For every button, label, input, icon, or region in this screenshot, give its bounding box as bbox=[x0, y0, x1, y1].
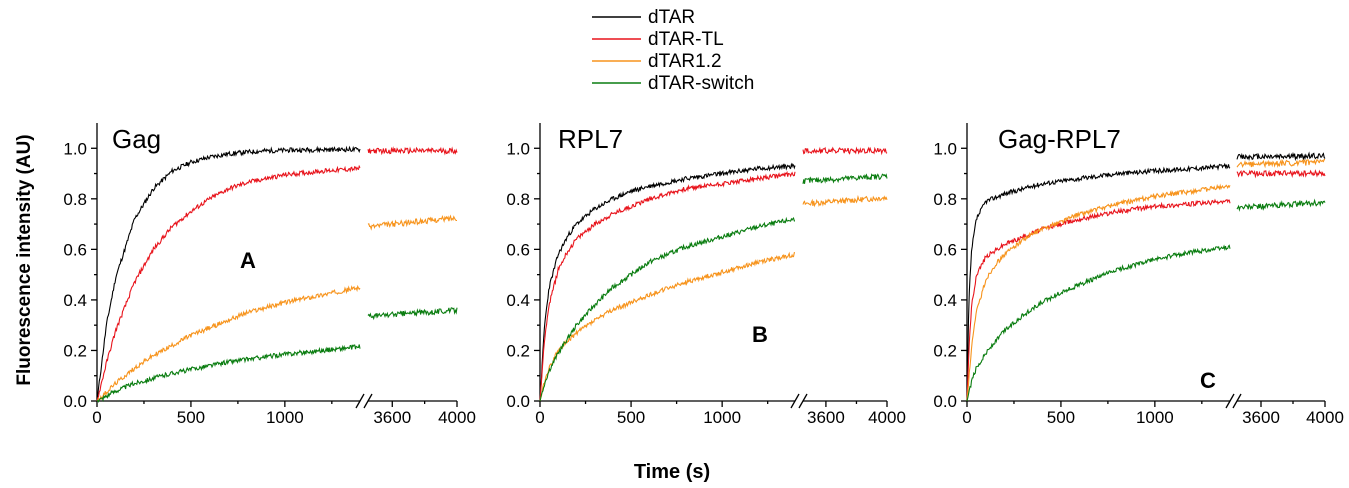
x-tick-label: 500 bbox=[1047, 408, 1075, 427]
y-tick-label: 0.8 bbox=[63, 190, 87, 209]
axis-break-mark bbox=[355, 393, 365, 409]
series-dTAR-TL-main bbox=[539, 170, 796, 402]
series-dTAR1.2-break bbox=[1236, 158, 1326, 169]
x-tick-label: 4000 bbox=[438, 408, 476, 427]
y-tick-label: 0.0 bbox=[506, 392, 530, 411]
legend-label-2: dTAR1.2 bbox=[648, 51, 722, 72]
y-tick-label: 1.0 bbox=[933, 139, 957, 158]
y-axis-label: Fluorescence intensity (AU) bbox=[14, 134, 35, 385]
x-tick-label: 3600 bbox=[373, 408, 411, 427]
series-dTAR-switch-break bbox=[1236, 198, 1326, 212]
panel-letter: A bbox=[240, 248, 256, 273]
panel-A: 0.0 0.2 0.4 0.6 0.8 1.0 0 500 1000 3600 4000 Gag A bbox=[63, 123, 476, 427]
y-tick-label: 0.6 bbox=[63, 240, 87, 259]
panel-B: 0.0 0.2 0.4 0.6 0.8 1.0 0 500 1000 3600 4000 RPL7 B bbox=[506, 123, 906, 427]
x-tick-label: 1000 bbox=[266, 408, 304, 427]
panel-title: RPL7 bbox=[558, 124, 623, 154]
y-tick-label: 0.4 bbox=[933, 291, 957, 310]
series-dTAR-TL-main bbox=[966, 198, 1231, 402]
panel-C: 0.0 0.2 0.4 0.6 0.8 1.0 0 500 1000 3600 4000 Gag-RP… bbox=[933, 123, 1344, 427]
axis-break-mark bbox=[1225, 393, 1235, 409]
y-tick-label: 0.0 bbox=[63, 392, 87, 411]
axis-break-mark bbox=[363, 393, 373, 409]
y-tick-label: 0.6 bbox=[506, 240, 530, 259]
legend-label-3: dTAR-switch bbox=[648, 73, 754, 94]
x-tick-label: 3600 bbox=[807, 408, 845, 427]
series-dTAR-TL-break bbox=[367, 146, 458, 156]
axis-break-mark bbox=[798, 393, 808, 409]
series-dTAR-switch-main bbox=[539, 216, 795, 402]
y-tick-label: 1.0 bbox=[506, 139, 530, 158]
legend-label-0: dTAR bbox=[648, 7, 695, 28]
x-tick-label: 500 bbox=[617, 408, 645, 427]
x-tick-label: 500 bbox=[177, 408, 205, 427]
series-dTAR1.2-break bbox=[802, 194, 888, 208]
x-axis-label: Time (s) bbox=[634, 461, 710, 483]
series-dTAR-switch-break bbox=[802, 173, 888, 184]
series-dTAR-switch-main bbox=[96, 344, 361, 403]
series-dTAR1.2-main bbox=[966, 183, 1231, 402]
panels: 0.00.20.40.60.81.00 500 1000 3600 4000GagA0.… bbox=[63, 123, 1344, 427]
panel-title: Gag-RPL7 bbox=[998, 124, 1121, 154]
x-tick-label: 4000 bbox=[868, 408, 906, 427]
series-dTAR-TL-break bbox=[1236, 169, 1326, 179]
y-tick-label: 0.0 bbox=[933, 392, 957, 411]
panel-title: Gag bbox=[112, 124, 161, 154]
x-tick-label: 0 bbox=[92, 408, 101, 427]
series-dTAR1.2-break bbox=[367, 214, 457, 231]
series-dTAR-switch-main bbox=[966, 244, 1231, 402]
y-tick-label: 1.0 bbox=[63, 139, 87, 158]
x-tick-label: 0 bbox=[535, 408, 544, 427]
series-dTAR-main bbox=[966, 162, 1231, 402]
panel-letter: B bbox=[752, 322, 768, 347]
x-tick-label: 4000 bbox=[1306, 408, 1344, 427]
axis-break-mark bbox=[790, 393, 800, 409]
x-tick-label: 1000 bbox=[703, 408, 741, 427]
series-dTAR-main bbox=[539, 162, 796, 402]
series-dTAR-TL-main bbox=[96, 164, 361, 402]
y-tick-label: 0.2 bbox=[63, 341, 87, 360]
series-dTAR1.2-main bbox=[539, 251, 795, 402]
series-dTAR-break bbox=[1236, 151, 1326, 162]
y-tick-label: 0.4 bbox=[63, 291, 87, 310]
y-tick-label: 0.4 bbox=[506, 291, 530, 310]
series-dTAR-switch-break bbox=[367, 307, 458, 321]
legend-label-1: dTAR-TL bbox=[648, 29, 724, 50]
panel-letter: C bbox=[1200, 368, 1216, 393]
series-dTAR-TL-break bbox=[802, 146, 888, 156]
series-dTAR1.2-main bbox=[96, 284, 361, 402]
y-tick-label: 0.8 bbox=[933, 190, 957, 209]
axis-break-mark bbox=[1232, 393, 1242, 409]
x-tick-label: 1000 bbox=[1136, 408, 1174, 427]
series-dTAR-main bbox=[96, 145, 361, 402]
y-tick-label: 0.8 bbox=[506, 190, 530, 209]
y-tick-label: 0.6 bbox=[933, 240, 957, 259]
y-tick-label: 0.2 bbox=[933, 341, 957, 360]
y-tick-label: 0.2 bbox=[506, 341, 530, 360]
x-tick-label: 3600 bbox=[1242, 408, 1280, 427]
x-tick-label: 0 bbox=[962, 408, 971, 427]
